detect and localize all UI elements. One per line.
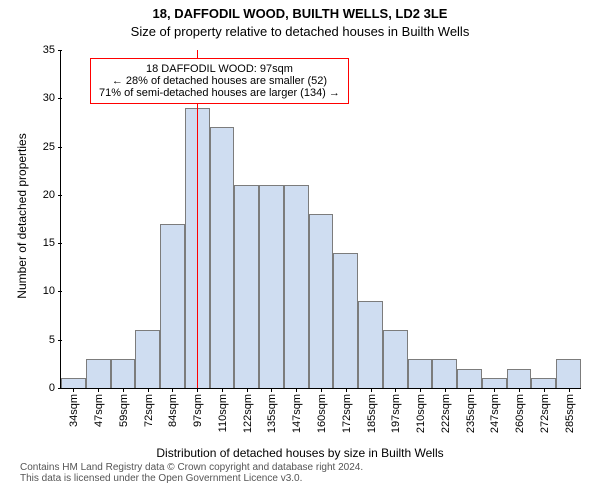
y-tick: 35 xyxy=(43,44,61,56)
x-tick-mark xyxy=(197,388,198,392)
x-axis-label: Distribution of detached houses by size … xyxy=(0,446,600,460)
histogram-bar xyxy=(259,185,284,388)
x-tick: 260sqm xyxy=(512,394,526,433)
x-tick-mark xyxy=(395,388,396,392)
y-tick: 10 xyxy=(43,285,61,297)
x-tick-mark xyxy=(271,388,272,392)
x-tick-mark xyxy=(494,388,495,392)
x-tick-mark xyxy=(247,388,248,392)
x-tick: 210sqm xyxy=(413,394,427,433)
y-axis-label: Number of detached properties xyxy=(15,66,29,366)
histogram-bar xyxy=(284,185,309,388)
x-tick-mark xyxy=(569,388,570,392)
histogram-bar xyxy=(234,185,259,388)
histogram-bar xyxy=(383,330,408,388)
y-tick: 0 xyxy=(49,382,61,394)
x-tick: 34sqm xyxy=(66,394,80,427)
credit-line: Contains HM Land Registry data © Crown c… xyxy=(0,462,600,473)
x-tick: 122sqm xyxy=(240,394,254,433)
annotation-line: 71% of semi-detached houses are larger (… xyxy=(99,87,340,99)
x-tick-mark xyxy=(222,388,223,392)
histogram-bar xyxy=(61,378,86,388)
x-tick-mark xyxy=(346,388,347,392)
y-tick: 30 xyxy=(43,92,61,104)
x-tick-mark xyxy=(470,388,471,392)
x-tick: 110sqm xyxy=(215,394,229,432)
y-tick: 5 xyxy=(49,334,61,346)
x-tick: 247sqm xyxy=(487,394,501,433)
credits: Contains HM Land Registry data © Crown c… xyxy=(0,462,600,484)
x-tick-mark xyxy=(172,388,173,392)
histogram-bar xyxy=(210,127,235,388)
x-tick: 135sqm xyxy=(264,394,278,433)
histogram-bar xyxy=(111,359,136,388)
histogram-bar xyxy=(309,214,334,388)
x-tick: 272sqm xyxy=(537,394,551,433)
histogram-bar xyxy=(556,359,581,388)
x-tick-mark xyxy=(148,388,149,392)
histogram-bar xyxy=(358,301,383,388)
x-tick: 172sqm xyxy=(339,394,353,433)
x-tick-mark xyxy=(544,388,545,392)
x-tick: 72sqm xyxy=(141,394,155,427)
y-tick: 20 xyxy=(43,189,61,201)
x-tick-mark xyxy=(296,388,297,392)
annotation-line: 18 DAFFODIL WOOD: 97sqm xyxy=(99,63,340,75)
annotation-line: ← 28% of detached houses are smaller (52… xyxy=(99,75,340,87)
annotation-box: 18 DAFFODIL WOOD: 97sqm← 28% of detached… xyxy=(90,58,349,104)
x-tick-mark xyxy=(123,388,124,392)
x-tick: 47sqm xyxy=(91,394,105,427)
x-tick: 197sqm xyxy=(388,394,402,433)
x-tick-mark xyxy=(371,388,372,392)
x-tick: 59sqm xyxy=(116,394,130,427)
x-tick-mark xyxy=(98,388,99,392)
histogram-bar xyxy=(86,359,111,388)
histogram-bar xyxy=(432,359,457,388)
histogram-bar xyxy=(135,330,160,388)
x-tick: 97sqm xyxy=(190,394,204,427)
x-tick-mark xyxy=(420,388,421,392)
histogram-bar xyxy=(160,224,185,388)
histogram-bar xyxy=(333,253,358,388)
x-tick: 160sqm xyxy=(314,394,328,433)
x-tick: 285sqm xyxy=(562,394,576,433)
histogram-bar xyxy=(531,378,556,388)
chart-supertitle: 18, DAFFODIL WOOD, BUILTH WELLS, LD2 3LE xyxy=(0,6,600,21)
y-tick: 25 xyxy=(43,141,61,153)
x-tick-mark xyxy=(321,388,322,392)
histogram-bar xyxy=(482,378,507,388)
x-tick: 235sqm xyxy=(463,394,477,433)
credit-line: This data is licensed under the Open Gov… xyxy=(0,473,600,484)
x-tick-mark xyxy=(445,388,446,392)
x-tick: 222sqm xyxy=(438,394,452,433)
chart-title: Size of property relative to detached ho… xyxy=(0,24,600,39)
histogram-bar xyxy=(507,369,532,388)
x-tick-mark xyxy=(73,388,74,392)
x-tick: 84sqm xyxy=(165,394,179,427)
x-tick: 147sqm xyxy=(289,394,303,433)
x-tick-mark xyxy=(519,388,520,392)
y-tick: 15 xyxy=(43,237,61,249)
histogram-bar xyxy=(457,369,482,388)
histogram-bar xyxy=(408,359,433,388)
x-tick: 185sqm xyxy=(364,394,378,433)
